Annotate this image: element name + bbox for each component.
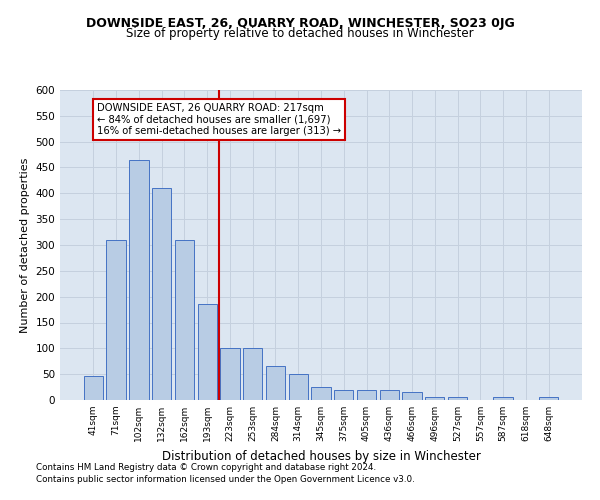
X-axis label: Distribution of detached houses by size in Winchester: Distribution of detached houses by size … [161,450,481,462]
Text: DOWNSIDE EAST, 26, QUARRY ROAD, WINCHESTER, SO23 0JG: DOWNSIDE EAST, 26, QUARRY ROAD, WINCHEST… [86,18,514,30]
Bar [106,240,126,400]
Bar [539,398,558,400]
Bar [243,348,262,400]
Bar [152,188,172,400]
Bar [334,390,353,400]
Text: Contains HM Land Registry data © Crown copyright and database right 2024.: Contains HM Land Registry data © Crown c… [36,464,376,472]
Bar [266,366,285,400]
Bar [403,392,422,400]
Bar [289,374,308,400]
Bar [448,398,467,400]
Y-axis label: Number of detached properties: Number of detached properties [20,158,30,332]
Bar [175,240,194,400]
Bar [493,398,513,400]
Bar [311,387,331,400]
Bar [380,390,399,400]
Text: Contains public sector information licensed under the Open Government Licence v3: Contains public sector information licen… [36,475,415,484]
Bar [197,304,217,400]
Bar [84,376,103,400]
Text: DOWNSIDE EAST, 26 QUARRY ROAD: 217sqm
← 84% of detached houses are smaller (1,69: DOWNSIDE EAST, 26 QUARRY ROAD: 217sqm ← … [97,103,341,136]
Bar [425,398,445,400]
Text: Size of property relative to detached houses in Winchester: Size of property relative to detached ho… [126,28,474,40]
Bar [220,348,239,400]
Bar [129,160,149,400]
Bar [357,390,376,400]
